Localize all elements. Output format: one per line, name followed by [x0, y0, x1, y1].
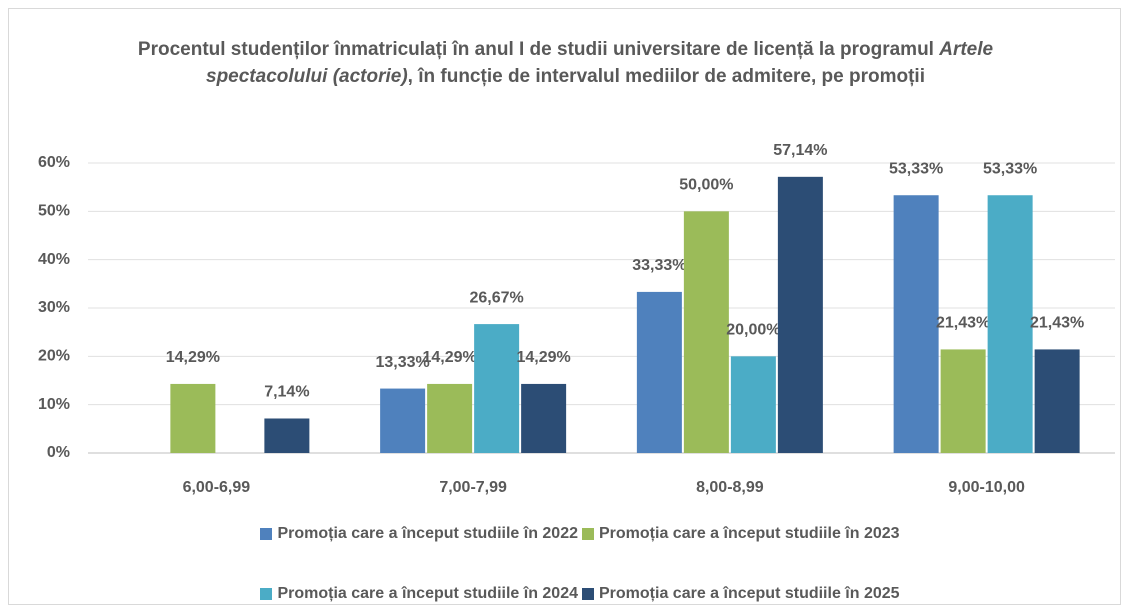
legend-item: Promoția care a început studiile în 2022: [260, 522, 578, 546]
legend-item: Promoția care a început studiile în 2024: [260, 582, 578, 606]
data-label: 14,29%: [422, 349, 476, 366]
y-tick-label: 0%: [47, 444, 70, 461]
legend-swatch: [582, 588, 594, 600]
bar: [264, 418, 310, 453]
bar: [730, 356, 776, 453]
bar: [987, 195, 1033, 453]
x-tick-label: 8,00-8,99: [696, 479, 764, 496]
data-label: 21,43%: [936, 315, 990, 332]
y-tick-label: 50%: [38, 203, 70, 220]
data-label: 57,14%: [773, 142, 827, 159]
bar: [893, 195, 939, 453]
bar: [777, 176, 823, 453]
data-label: 26,67%: [469, 289, 523, 306]
data-label: 53,33%: [983, 160, 1037, 177]
legend-swatch: [582, 528, 594, 540]
x-tick-label: 6,00-6,99: [183, 479, 251, 496]
title-part: Procentul studenților înmatriculați în a…: [137, 39, 940, 60]
legend-label: Promoția care a început studiile în 2025: [599, 585, 900, 602]
legend-label: Promoția care a început studiile în 2023: [599, 525, 900, 542]
legend-item: Promoția care a început studiile în 2025: [582, 582, 900, 606]
data-label: 20,00%: [726, 322, 780, 339]
y-tick-label: 40%: [38, 251, 70, 268]
bar: [170, 383, 216, 453]
data-label: 33,33%: [632, 257, 686, 274]
y-tick-label: 20%: [38, 348, 70, 365]
data-label: 21,43%: [1030, 315, 1084, 332]
data-label: 50,00%: [679, 177, 733, 194]
chart-title: Procentul studenților înmatriculați în a…: [130, 36, 1001, 90]
x-tick-label: 7,00-7,99: [439, 479, 507, 496]
legend-swatch: [260, 528, 273, 540]
x-tick-label: 9,00-10,00: [948, 479, 1025, 496]
data-label: 14,29%: [516, 349, 570, 366]
y-tick-label: 60%: [38, 154, 70, 171]
title-part: , în funcție de intervalul mediilor de a…: [407, 66, 925, 87]
data-label: 7,14%: [264, 384, 309, 401]
bar: [1034, 349, 1080, 453]
bar: [940, 349, 986, 453]
legend: Promoția care a început studiile în 2022…: [150, 522, 1010, 606]
chart-border: [8, 8, 1121, 605]
bar: [636, 291, 682, 453]
bar: [427, 383, 473, 453]
legend-label: Promoția care a început studiile în 2024: [277, 585, 578, 602]
y-tick-label: 10%: [38, 396, 70, 413]
data-label: 14,29%: [166, 349, 220, 366]
bar: [380, 388, 426, 453]
bar: [683, 211, 729, 453]
y-tick-label: 30%: [38, 299, 70, 316]
bar: [521, 383, 567, 453]
legend-label: Promoția care a început studiile în 2022: [277, 525, 578, 542]
legend-item: Promoția care a început studiile în 2023: [582, 522, 900, 546]
data-label: 53,33%: [889, 160, 943, 177]
title-part: Artele spectacolului (actorie): [206, 39, 994, 87]
legend-swatch: [260, 588, 273, 600]
bar: [474, 324, 520, 453]
data-label: 13,33%: [375, 354, 429, 371]
